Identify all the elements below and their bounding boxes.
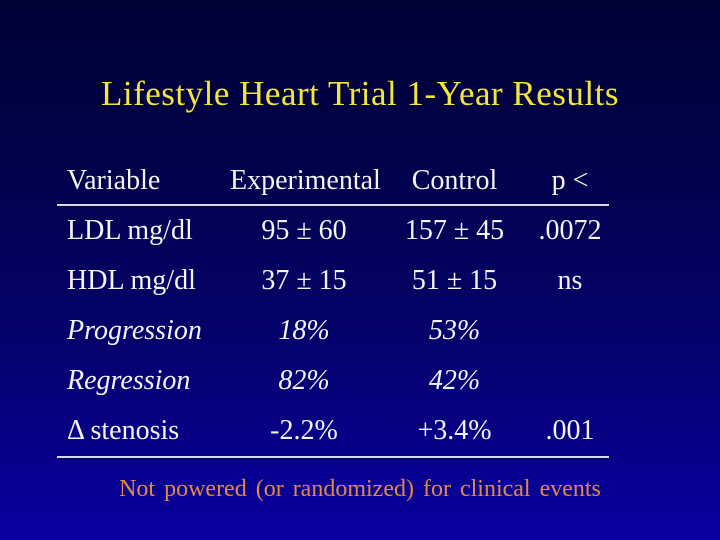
cell-experimental: 18% — [278, 315, 330, 346]
cell-control: 51 ± 15 — [411, 265, 498, 296]
cell-experimental: 37 ± 15 — [261, 265, 347, 296]
cell-variable: LDL mg/dl — [67, 215, 193, 246]
table-row-delta-stenosis: Δ stenosis -2.2% +3.4% .001 — [57, 406, 609, 456]
results-table: Variable Experimental Control p < LDL mg… — [57, 158, 609, 458]
cell-experimental: 82% — [278, 365, 330, 396]
header-divider-line — [57, 204, 609, 206]
cell-variable: Progression — [67, 315, 202, 346]
cell-experimental: 95 ± 60 — [261, 215, 347, 246]
slide-title: Lifestyle Heart Trial 1-Year Results — [101, 74, 619, 113]
table-row-ldl: LDL mg/dl 95 ± 60 157 ± 45 .0072 — [57, 206, 609, 256]
column-header-control: Control — [411, 165, 498, 196]
table-bottom-line — [57, 456, 609, 458]
cell-p-value: ns — [557, 265, 583, 296]
cell-control: 157 ± 45 — [404, 215, 505, 246]
table-header-row: Variable Experimental Control p < — [57, 158, 609, 204]
table-row-progression: Progression 18% 53% — [57, 306, 609, 356]
cell-variable: HDL mg/dl — [67, 265, 196, 296]
table-row-regression: Regression 82% 42% — [57, 356, 609, 406]
column-header-variable: Variable — [67, 165, 161, 196]
cell-experimental: -2.2% — [270, 415, 338, 446]
table-row-hdl: HDL mg/dl 37 ± 15 51 ± 15 ns — [57, 256, 609, 306]
cell-control: +3.4% — [417, 415, 492, 446]
cell-p-value: .0072 — [538, 215, 602, 246]
cell-variable: Δ stenosis — [67, 415, 180, 446]
cell-variable: Regression — [67, 365, 191, 396]
cell-control: 42% — [428, 365, 481, 396]
footnote: Not powered (or randomized) for clinical… — [119, 476, 601, 502]
cell-control: 53% — [428, 315, 481, 346]
cell-p-value: .001 — [545, 415, 595, 446]
column-header-experimental: Experimental — [230, 165, 381, 196]
column-header-p-value: p < — [551, 165, 589, 196]
